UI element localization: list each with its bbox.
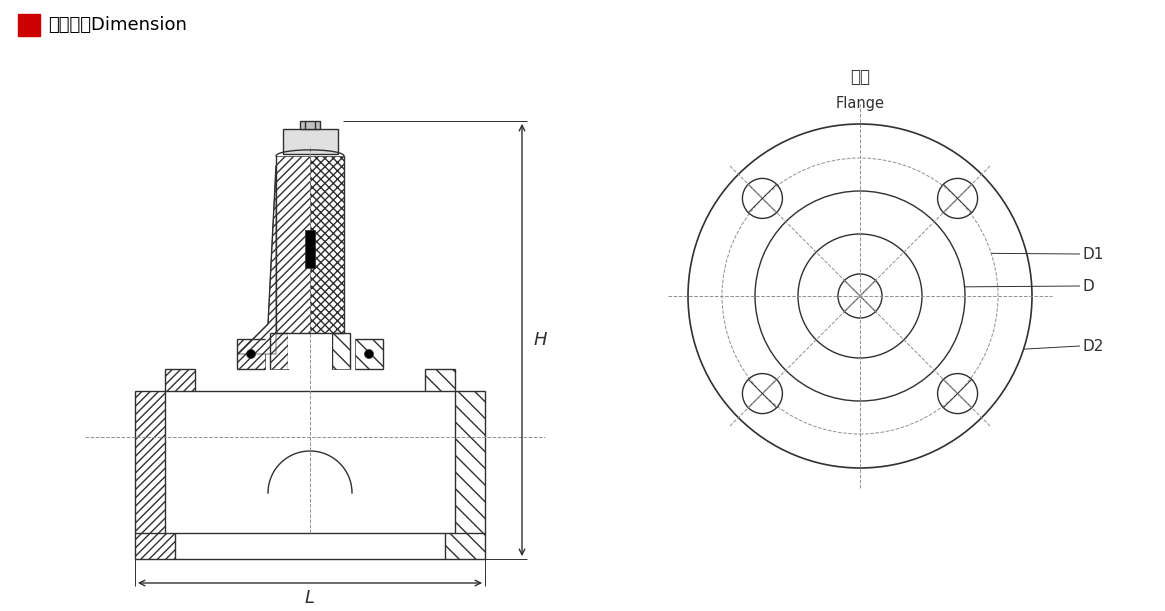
Polygon shape: [270, 333, 288, 369]
Bar: [17, 14, 40, 36]
Circle shape: [365, 349, 374, 359]
Circle shape: [247, 349, 255, 359]
Text: D2: D2: [1082, 338, 1103, 354]
Polygon shape: [276, 156, 310, 333]
Text: D1: D1: [1082, 246, 1103, 262]
Polygon shape: [135, 533, 175, 559]
Polygon shape: [310, 156, 344, 333]
Polygon shape: [165, 369, 195, 391]
Text: L: L: [305, 589, 315, 607]
Polygon shape: [236, 339, 264, 369]
Bar: [282, 129, 338, 154]
Text: H: H: [534, 331, 548, 349]
Polygon shape: [425, 369, 456, 391]
Polygon shape: [305, 230, 315, 268]
Bar: [288, 333, 332, 369]
Polygon shape: [135, 391, 165, 533]
Polygon shape: [332, 333, 350, 369]
Text: Flange: Flange: [835, 96, 884, 111]
Bar: [301, 121, 320, 129]
Polygon shape: [238, 166, 276, 354]
Text: 外型尺寸Dimension: 外型尺寸Dimension: [48, 15, 186, 34]
Polygon shape: [456, 391, 485, 533]
Polygon shape: [445, 533, 485, 559]
Text: D: D: [1082, 279, 1094, 293]
Polygon shape: [355, 339, 383, 369]
Text: 法兰: 法兰: [850, 68, 870, 86]
